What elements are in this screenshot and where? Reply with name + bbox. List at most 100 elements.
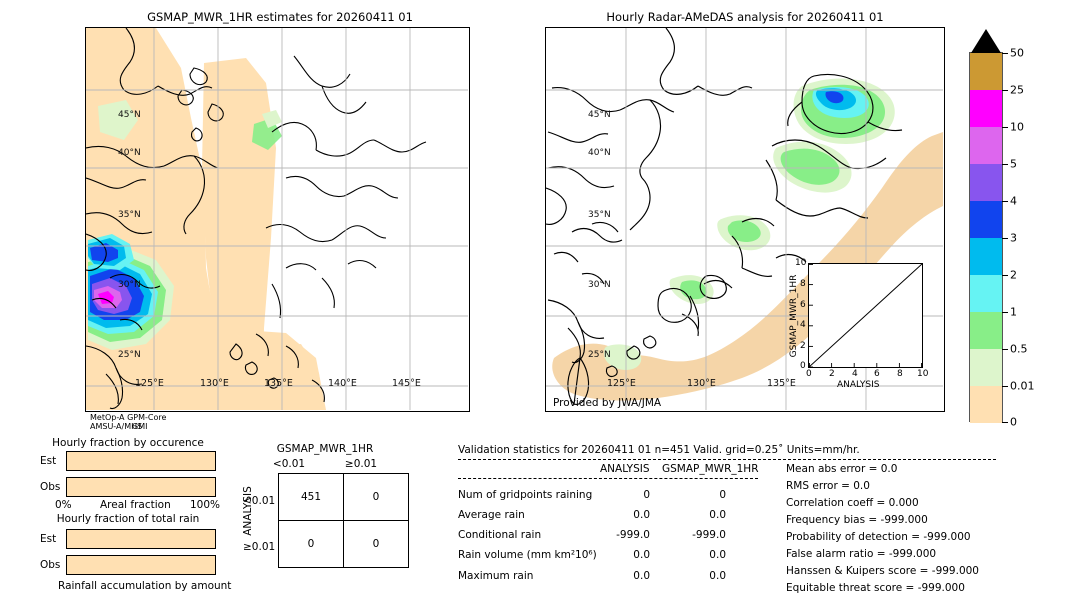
colorbar-segment-05 <box>970 349 1002 386</box>
inset-xaxis-label: ANALYSIS <box>837 380 880 390</box>
right-lat-label-35: 35°N <box>588 210 611 220</box>
validation-row-label-1: Average rain <box>458 509 525 521</box>
left-lon-label-135: 135°E <box>264 378 293 389</box>
inset-xtick-6: 6 <box>874 369 880 379</box>
inset-xtick-2: 2 <box>829 369 835 379</box>
validation-row-gsmap-2: -999.0 <box>692 529 726 541</box>
contingency-col-group-label: GSMAP_MWR_1HR <box>276 443 374 455</box>
colorbar-segment-25 <box>970 90 1002 127</box>
total-rain-row-label-est: Est <box>40 533 57 545</box>
occurrence-axis-min: 0% <box>55 499 72 511</box>
table-row: 0 0 <box>278 520 409 568</box>
validation-row-analysis-0: 0 <box>643 489 650 501</box>
validation-row-analysis-1: 0.0 <box>633 509 650 521</box>
occurrence-bar-obs[interactable] <box>66 477 216 497</box>
validation-row-gsmap-1: 0.0 <box>709 509 726 521</box>
colorbar-tick-3 <box>1002 238 1008 239</box>
colorbar-label-25: 25 <box>1010 83 1024 97</box>
contingency-col-header-ge: ≥0.01 <box>344 458 378 470</box>
inset-xtick-0: 0 <box>806 369 812 379</box>
right-lat-label-45: 45°N <box>588 110 611 120</box>
contingency-table[interactable]: 451 0 0 0 <box>278 473 409 568</box>
colorbar-label-4: 4 <box>1010 194 1017 208</box>
occurrence-row-label-est: Est <box>40 455 57 467</box>
validation-row-label-0: Num of gridpoints raining <box>458 489 593 501</box>
colorbar-label-05: 0.5 <box>1010 342 1028 356</box>
map-attribution: Provided by JWA/JMA <box>553 397 662 409</box>
inset-ytick-0: 0 <box>800 361 806 371</box>
validation-header-divider <box>458 459 996 460</box>
contingency-row-group-label: ANALYSIS <box>242 486 254 536</box>
score-mean-abs-error: Mean abs error = 0.0 <box>786 463 898 475</box>
colorbar-label-0: 0 <box>1010 415 1017 429</box>
validation-col-header-gsmap: GSMAP_MWR_1HR <box>662 463 759 475</box>
occurrence-axis-label: Areal fraction <box>100 499 171 511</box>
inset-yaxis-label: GSMAP_MWR_1HR <box>789 274 799 358</box>
contingency-col-header-lt: <0.01 <box>272 458 306 470</box>
occurrence-row-label-obs: Obs <box>40 481 61 493</box>
radar-amedas-map[interactable]: 45°N 40°N 35°N 30°N 25°N 10 8 6 4 2 0 0 … <box>545 27 945 412</box>
colorbar-segment-5 <box>970 164 1002 201</box>
colorbar-label-1: 1 <box>1010 305 1017 319</box>
inset-ytick-8: 8 <box>800 279 806 289</box>
right-lon-label-135: 135°E <box>767 378 796 389</box>
score-false-alarm-ratio: False alarm ratio = -999.000 <box>786 548 937 560</box>
left-map-title: GSMAP_MWR_1HR estimates for 20260411 01 <box>147 10 413 24</box>
validation-col-header-analysis: ANALYSIS <box>600 463 650 475</box>
colorbar-tick-50 <box>1002 53 1008 54</box>
colorbar-tick-001 <box>1002 386 1008 387</box>
left-lat-label-30: 30°N <box>118 280 141 290</box>
colorbar-segment-3 <box>970 238 1002 275</box>
right-lat-label-30: 30°N <box>588 280 611 290</box>
colorbar-label-50: 50 <box>1010 46 1024 60</box>
left-lon-label-145: 145°E <box>392 378 421 389</box>
score-correlation-coeff: Correlation coeff = 0.000 <box>786 497 919 509</box>
total-rain-row-label-obs: Obs <box>40 559 61 571</box>
sensor-label-line1: MetOp-A GPM-Core <box>90 413 167 422</box>
colorbar-tick-1 <box>1002 312 1008 313</box>
inset-xtick-8: 8 <box>897 369 903 379</box>
inset-xtick-4: 4 <box>852 369 858 379</box>
colorbar-tick-25 <box>1002 90 1008 91</box>
gsmap-estimates-map[interactable]: 45°N 40°N 35°N 30°N 25°N <box>85 27 470 412</box>
colorbar-segment-10 <box>970 127 1002 164</box>
score-rms-error: RMS error = 0.0 <box>786 480 870 492</box>
validation-row-gsmap-4: 0.0 <box>709 570 726 582</box>
score-equitable-threat: Equitable threat score = -999.000 <box>786 582 965 594</box>
colorbar-tick-4 <box>1002 201 1008 202</box>
validation-row-analysis-4: 0.0 <box>633 570 650 582</box>
contingency-row-header-lt: <0.01 <box>243 495 276 507</box>
contingency-cell-hit: 0 <box>343 520 409 568</box>
total-rain-bar-est[interactable] <box>66 529 216 549</box>
colorbar-label-5: 5 <box>1010 157 1017 171</box>
score-hanssen-kuipers: Hanssen & Kuipers score = -999.000 <box>786 565 979 577</box>
left-lon-label-130: 130°E <box>200 378 229 389</box>
precipitation-colorbar[interactable]: 50 25 10 5 4 3 2 1 0.5 0.01 0 <box>969 47 1035 429</box>
inset-xtick-10: 10 <box>917 369 929 379</box>
contingency-cell-hit-none: 451 <box>278 473 344 521</box>
validation-header: Validation statistics for 20260411 01 n=… <box>458 444 860 456</box>
colorbar-tick-0 <box>1002 422 1008 423</box>
left-map-canvas <box>86 28 468 410</box>
validation-row-analysis-3: 0.0 <box>633 549 650 561</box>
validation-col-divider <box>458 478 758 479</box>
colorbar-label-2: 2 <box>1010 268 1017 282</box>
total-rain-bar-obs[interactable] <box>66 555 216 575</box>
sensor-label-line2: AMSU-A/MHS <box>90 422 143 431</box>
score-probability-of-detection: Probability of detection = -999.000 <box>786 531 971 543</box>
colorbar-segment-50 <box>970 53 1002 90</box>
colorbar-max-arrow <box>971 29 1001 53</box>
occurrence-bar-est[interactable] <box>66 451 216 471</box>
score-frequency-bias: Frequency bias = -999.000 <box>786 514 928 526</box>
colorbar-segment-1 <box>970 312 1002 349</box>
colorbar-tick-5 <box>1002 164 1008 165</box>
right-lon-label-125: 125°E <box>607 378 636 389</box>
colorbar-label-001: 0.01 <box>1010 379 1035 393</box>
left-lon-label-140: 140°E <box>328 378 357 389</box>
scatter-inset[interactable] <box>808 263 923 368</box>
validation-row-label-3: Rain volume (mm km²10⁶) <box>458 549 597 561</box>
inset-ytick-2: 2 <box>800 341 806 351</box>
left-lat-label-40: 40°N <box>118 148 141 158</box>
sensor-label-line2b: GMI <box>132 422 148 431</box>
colorbar-label-3: 3 <box>1010 231 1017 245</box>
